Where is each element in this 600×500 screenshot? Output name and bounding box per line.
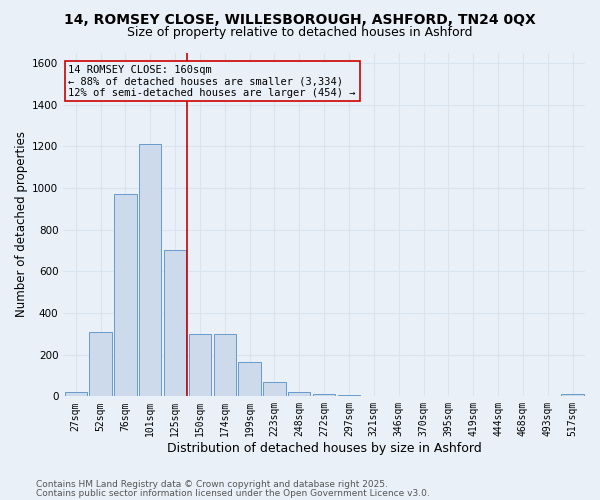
Bar: [214, 334, 236, 396]
Text: 14 ROMSEY CLOSE: 160sqm
← 88% of detached houses are smaller (3,334)
12% of semi: 14 ROMSEY CLOSE: 160sqm ← 88% of detache…: [68, 64, 356, 98]
Bar: [114, 194, 137, 396]
X-axis label: Distribution of detached houses by size in Ashford: Distribution of detached houses by size …: [167, 442, 482, 455]
Text: Contains public sector information licensed under the Open Government Licence v3: Contains public sector information licen…: [36, 488, 430, 498]
Bar: [164, 250, 186, 396]
Bar: [238, 362, 261, 396]
Bar: [189, 334, 211, 396]
Bar: [562, 394, 584, 396]
Bar: [263, 382, 286, 396]
Y-axis label: Number of detached properties: Number of detached properties: [15, 132, 28, 318]
Bar: [288, 392, 310, 396]
Bar: [89, 332, 112, 396]
Text: 14, ROMSEY CLOSE, WILLESBOROUGH, ASHFORD, TN24 0QX: 14, ROMSEY CLOSE, WILLESBOROUGH, ASHFORD…: [64, 12, 536, 26]
Bar: [139, 144, 161, 397]
Text: Size of property relative to detached houses in Ashford: Size of property relative to detached ho…: [127, 26, 473, 39]
Bar: [65, 392, 87, 396]
Bar: [313, 394, 335, 396]
Text: Contains HM Land Registry data © Crown copyright and database right 2025.: Contains HM Land Registry data © Crown c…: [36, 480, 388, 489]
